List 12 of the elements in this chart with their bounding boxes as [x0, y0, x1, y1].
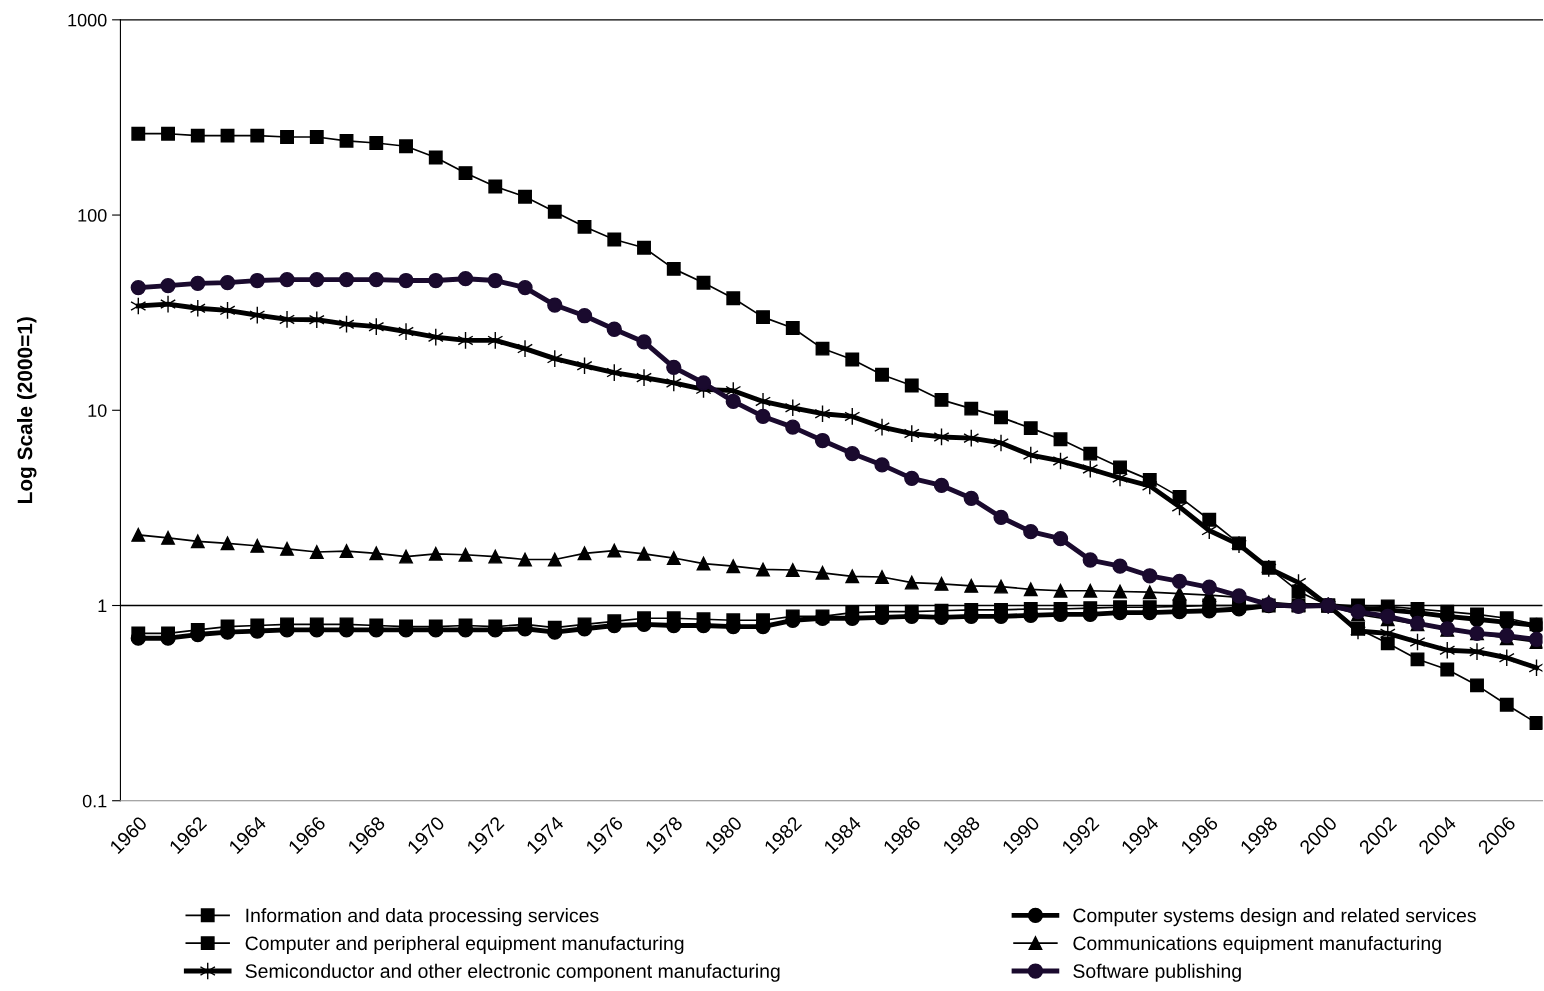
- legend-label: Software publishing: [1073, 963, 1241, 982]
- y-tick-label: 10: [88, 404, 107, 417]
- y-tick-label: 100: [78, 208, 107, 222]
- legend-label: Computer and peripheral equipment manufacturing: [245, 935, 684, 955]
- y-tick-label: 0.1: [82, 794, 107, 808]
- legend-label: Computer systems design and related services: [1073, 908, 1476, 927]
- legend-label: Communications equipment manufacturing: [1073, 935, 1441, 955]
- legend-label: Information and data processing services: [246, 908, 599, 927]
- legend-label: Semiconductor and other electronic component manufacturing: [245, 963, 780, 982]
- y-tick-label: 1000: [68, 13, 107, 27]
- y-tick-label: 1: [98, 599, 107, 613]
- y-axis-title: Log Scale (2000=1): [17, 317, 37, 503]
